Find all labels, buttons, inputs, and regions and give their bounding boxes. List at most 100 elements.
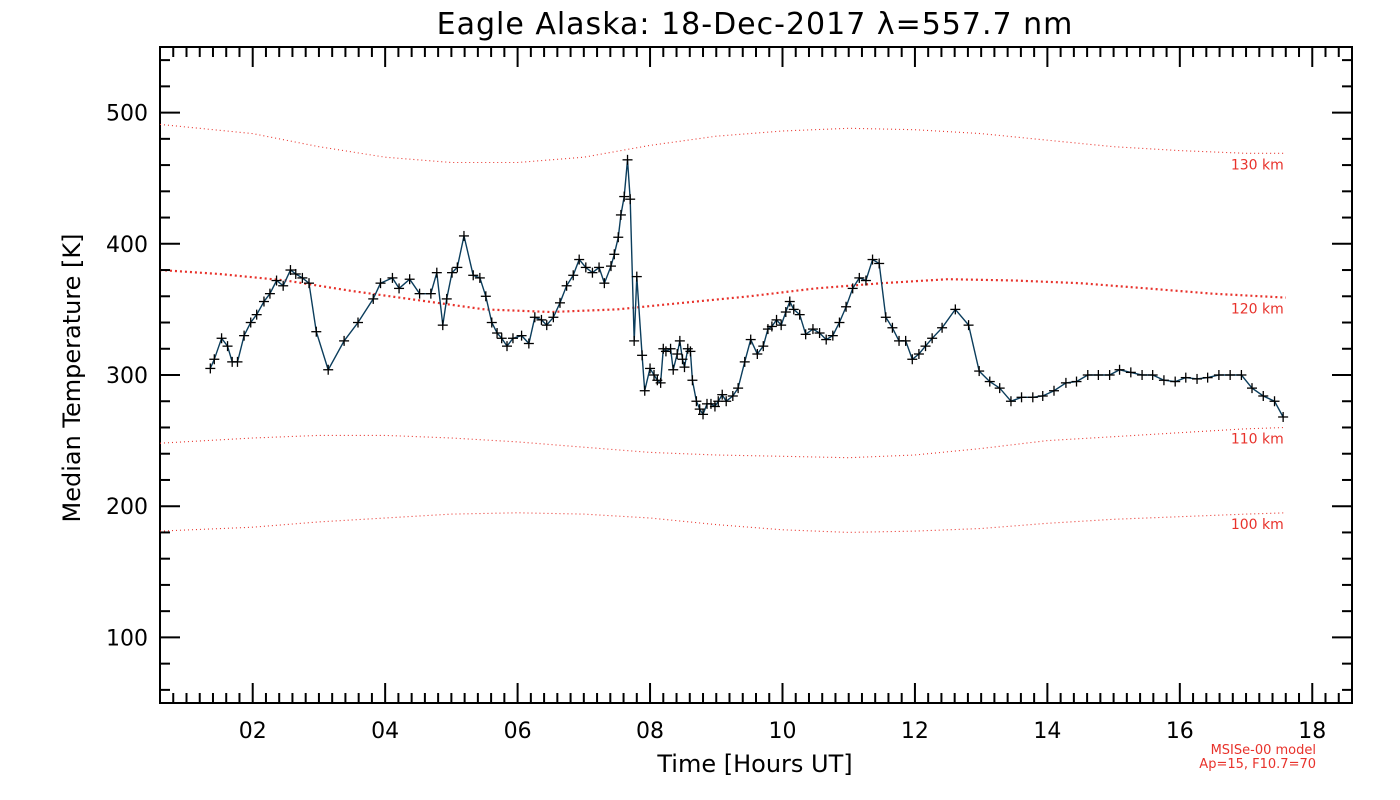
- data-point: [672, 349, 683, 360]
- data-point: [860, 275, 871, 286]
- data-point: [780, 307, 791, 318]
- data-point: [994, 383, 1005, 394]
- data-point: [323, 364, 334, 375]
- data-point: [216, 333, 227, 344]
- data-point: [974, 366, 985, 377]
- data-point: [854, 272, 865, 283]
- data-point: [394, 283, 405, 294]
- data-point: [665, 343, 676, 354]
- model-curve-label: 100 km: [1231, 517, 1284, 533]
- data-point: [745, 334, 756, 345]
- data-point: [674, 335, 685, 346]
- y-tick-label: 200: [106, 495, 148, 520]
- y-tick-label: 300: [106, 364, 148, 389]
- data-point: [807, 324, 818, 335]
- model-curve-110-km: [159, 426, 1286, 459]
- data-point: [776, 320, 787, 331]
- data-point: [834, 317, 845, 328]
- data-point: [1093, 370, 1104, 380]
- data-point: [1027, 392, 1038, 403]
- data-point: [771, 314, 782, 325]
- data-point: [739, 356, 750, 367]
- data-point: [609, 249, 620, 260]
- data-point: [727, 390, 738, 401]
- data-point: [222, 341, 233, 352]
- data-point: [625, 194, 636, 205]
- data-point: [599, 278, 610, 289]
- model-curve-100-km: [159, 512, 1286, 533]
- data-point: [1180, 372, 1191, 383]
- data-point: [387, 272, 398, 283]
- data-point: [205, 363, 216, 374]
- plot-frame: [159, 46, 1353, 704]
- data-point: [580, 262, 591, 273]
- data-point: [209, 354, 220, 365]
- data-point: [887, 322, 898, 333]
- data-point: [1278, 411, 1289, 422]
- data-point: [474, 272, 485, 283]
- x-tick-label: 16: [1166, 719, 1194, 744]
- data-point: [404, 274, 415, 285]
- data-point: [561, 280, 572, 291]
- data-point: [629, 335, 640, 346]
- data-point: [368, 293, 379, 304]
- data-point: [645, 363, 656, 374]
- data-point: [788, 304, 799, 315]
- data-point: [353, 317, 364, 328]
- data-point: [1005, 396, 1016, 407]
- model-curve-label: 120 km: [1231, 302, 1284, 318]
- data-point: [733, 383, 744, 394]
- data-point: [827, 330, 838, 341]
- data-point: [637, 350, 648, 361]
- y-axis-label: Median Temperature [K]: [58, 233, 86, 522]
- data-point: [1125, 367, 1136, 378]
- data-point: [668, 364, 679, 375]
- model-curve-130-km: [159, 123, 1286, 164]
- data-point: [1147, 370, 1158, 380]
- data-point: [821, 334, 832, 345]
- data-point: [752, 349, 763, 360]
- data-point: [516, 330, 527, 341]
- data-point: [1236, 370, 1247, 380]
- data-point: [1225, 370, 1236, 380]
- data-point: [278, 280, 289, 291]
- data-point: [492, 328, 503, 339]
- data-point: [297, 272, 308, 283]
- data-point: [615, 209, 626, 220]
- data-point: [1114, 364, 1125, 375]
- data-point: [721, 396, 732, 407]
- data-point: [441, 293, 452, 304]
- data-point: [1082, 370, 1093, 380]
- chart-title: Eagle Alaska: 18-Dec-2017 λ=557.7 nm: [437, 7, 1074, 42]
- data-point: [1104, 370, 1115, 380]
- data-point: [1071, 376, 1082, 387]
- data-series: [205, 154, 1289, 422]
- model-curve-label: 130 km: [1231, 157, 1284, 173]
- data-point: [913, 349, 924, 360]
- data-point: [685, 346, 696, 357]
- data-point: [1213, 370, 1224, 380]
- data-point: [880, 312, 891, 323]
- data-point: [1247, 383, 1258, 394]
- x-tick-label: 08: [636, 719, 664, 744]
- data-point: [709, 401, 720, 412]
- data-point: [271, 275, 282, 286]
- data-point: [554, 297, 565, 308]
- x-tick-label: 10: [768, 719, 796, 744]
- x-tick-label: 02: [239, 719, 267, 744]
- data-point: [431, 267, 442, 278]
- data-point: [867, 254, 878, 265]
- data-point: [694, 404, 705, 415]
- data-point: [264, 288, 275, 299]
- data-point: [800, 329, 811, 340]
- data-point: [691, 396, 702, 407]
- model-curve-120-km: [159, 268, 1286, 314]
- x-axis-label: Time [Hours UT]: [656, 750, 852, 778]
- data-point: [687, 375, 698, 386]
- data-point: [679, 362, 690, 373]
- data-point: [437, 320, 448, 331]
- data-point: [311, 326, 322, 337]
- x-tick-label: 12: [901, 719, 929, 744]
- data-point: [594, 262, 605, 273]
- data-point: [285, 265, 296, 276]
